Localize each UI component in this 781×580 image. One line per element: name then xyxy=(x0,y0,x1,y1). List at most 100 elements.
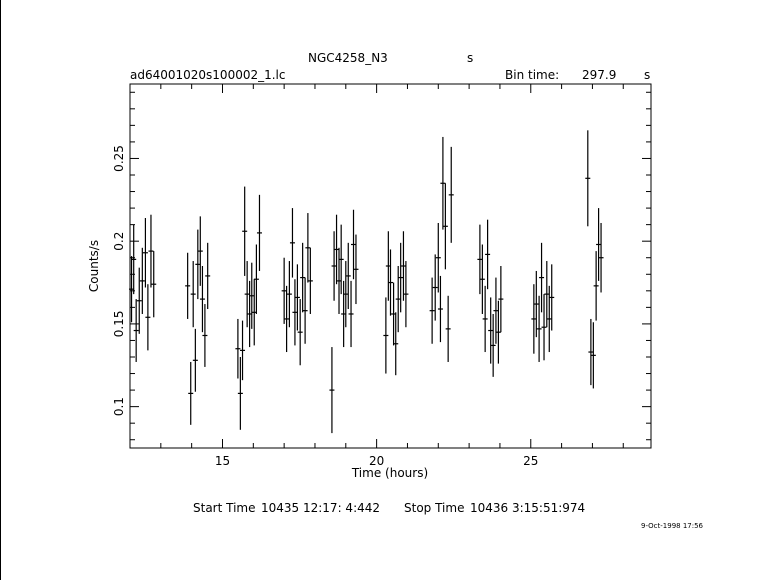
data-point xyxy=(133,299,139,362)
file-name: ad64001020s100002_1.lc xyxy=(130,68,286,82)
data-point xyxy=(142,218,148,288)
data-point xyxy=(442,183,448,270)
data-point xyxy=(588,318,594,386)
data-point xyxy=(237,357,243,430)
data-point xyxy=(429,277,435,344)
data-point xyxy=(596,208,602,281)
data-point xyxy=(490,313,496,377)
y-tick-labels: 0.1 0.15 0.2 0.25 xyxy=(112,145,126,416)
data-point xyxy=(448,146,454,243)
data-point xyxy=(493,277,499,344)
data-point xyxy=(240,320,246,381)
y-tick-label: 0.1 xyxy=(112,397,126,416)
title-unit: s xyxy=(467,51,473,65)
data-point xyxy=(305,213,311,283)
data-point xyxy=(131,224,137,295)
data-point xyxy=(297,299,303,366)
data-point xyxy=(192,328,198,392)
data-point xyxy=(235,318,241,379)
bin-time-value: 297.9 xyxy=(582,68,616,82)
data-point xyxy=(536,295,542,362)
x-tick-label: 15 xyxy=(215,454,230,468)
chart-title: NGC4258_N3 xyxy=(308,51,388,65)
data-point xyxy=(485,219,491,290)
data-point xyxy=(549,264,555,331)
data-point xyxy=(205,242,211,310)
data-point xyxy=(202,304,208,367)
data-point xyxy=(294,264,300,331)
data-point xyxy=(284,285,290,353)
data-point xyxy=(289,208,295,278)
data-point xyxy=(338,224,344,295)
data-point xyxy=(393,312,399,376)
plot-frame xyxy=(129,83,652,449)
y-tick-label: 0.15 xyxy=(112,311,126,338)
data-point xyxy=(353,234,359,305)
bin-time-label: Bin time: xyxy=(505,68,559,82)
data-point xyxy=(199,266,205,333)
data-point xyxy=(148,214,154,288)
data-point xyxy=(188,361,194,425)
data-point xyxy=(302,277,308,344)
data-point xyxy=(593,251,599,321)
y-tick-label: 0.25 xyxy=(112,145,126,172)
data-point xyxy=(256,194,262,271)
data-point xyxy=(488,297,494,364)
start-time-value: 10435 12:17: 4:442 xyxy=(261,501,380,515)
data-points xyxy=(129,130,604,434)
data-point xyxy=(435,222,441,293)
bin-time-unit: s xyxy=(644,68,650,82)
data-point xyxy=(403,261,409,328)
data-point xyxy=(590,322,596,389)
x-tick-label: 20 xyxy=(369,454,384,468)
data-point xyxy=(482,285,488,353)
data-point xyxy=(348,280,354,348)
data-point xyxy=(539,242,545,313)
data-point xyxy=(351,209,357,280)
data-point xyxy=(541,294,547,361)
y-tick-label: 0.2 xyxy=(112,232,126,251)
data-point xyxy=(395,266,401,333)
data-point xyxy=(190,261,196,328)
data-point xyxy=(185,252,191,319)
data-point xyxy=(197,216,203,286)
data-point xyxy=(292,279,298,346)
data-point xyxy=(400,231,406,301)
x-tick-labels: 15 20 25 xyxy=(215,454,539,468)
data-point xyxy=(281,257,287,324)
stop-time-label: Stop Time xyxy=(404,501,464,515)
data-point xyxy=(151,251,157,318)
y-axis-label: Counts/s xyxy=(87,240,101,292)
data-point xyxy=(345,242,351,310)
data-point xyxy=(398,242,404,313)
data-point xyxy=(440,136,446,230)
data-point xyxy=(531,284,537,354)
data-point xyxy=(477,224,483,295)
x-axis-label: Time (hours) xyxy=(351,466,428,480)
data-point xyxy=(388,249,393,316)
data-point xyxy=(544,261,550,328)
data-point xyxy=(136,267,142,334)
left-border-line xyxy=(0,0,1,580)
axis-ticks xyxy=(129,84,651,448)
data-point xyxy=(286,261,292,328)
data-point xyxy=(331,231,337,301)
data-point xyxy=(249,262,255,329)
timestamp: 9-Oct-1998 17:56 xyxy=(641,522,704,530)
data-point xyxy=(437,275,443,343)
data-point xyxy=(585,130,591,227)
data-point xyxy=(329,347,335,434)
data-point xyxy=(300,242,306,313)
data-point xyxy=(445,295,451,362)
data-point xyxy=(598,222,604,293)
data-point xyxy=(533,270,539,338)
data-point xyxy=(244,261,250,328)
start-time-label: Start Time xyxy=(193,501,256,515)
data-point xyxy=(432,254,438,321)
data-point xyxy=(546,285,552,353)
data-point xyxy=(383,297,389,374)
data-point xyxy=(145,284,151,351)
data-point xyxy=(343,261,349,328)
data-point xyxy=(334,214,340,285)
